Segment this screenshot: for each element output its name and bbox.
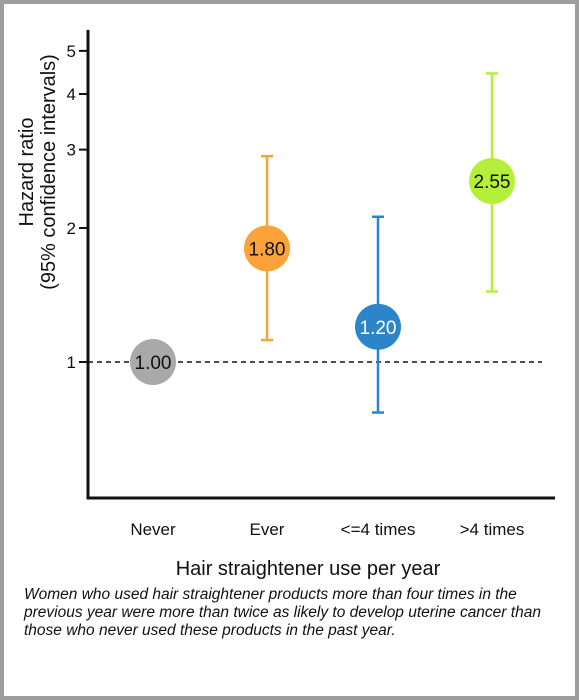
data-label: 1.20 <box>360 318 397 339</box>
x-tick-label: Ever <box>250 520 285 539</box>
data-point <box>130 339 176 385</box>
data-label: 1.80 <box>249 239 286 260</box>
figure-caption: Women who used hair straightener product… <box>24 586 541 639</box>
data-label: 1.00 <box>135 353 172 374</box>
data-point <box>355 303 401 350</box>
y-axis-label-line2: (95% confidence intervals) <box>38 54 60 290</box>
y-tick-label: 1 <box>67 353 76 372</box>
x-tick-label: <=4 times <box>341 520 416 539</box>
x-tick-label: >4 times <box>460 520 525 539</box>
y-tick-label: 4 <box>67 85 76 104</box>
x-axis-label: Hair straightener use per year <box>176 558 441 580</box>
y-axis-label-line1: Hazard ratio <box>16 118 38 227</box>
data-label: 2.55 <box>474 172 511 193</box>
data-point <box>469 158 515 205</box>
y-axis-label: Hazard ratio (95% confidence intervals) <box>16 54 60 290</box>
y-tick-label: 5 <box>67 42 76 61</box>
y-tick-label: 3 <box>67 141 76 160</box>
y-tick-label: 2 <box>67 219 76 238</box>
data-point <box>244 225 290 272</box>
plot-area: 1 2 3 4 5 Never Ever <=4 times >4 times 1.00 1.80 1… <box>67 30 555 539</box>
x-tick-label: Never <box>130 520 176 539</box>
